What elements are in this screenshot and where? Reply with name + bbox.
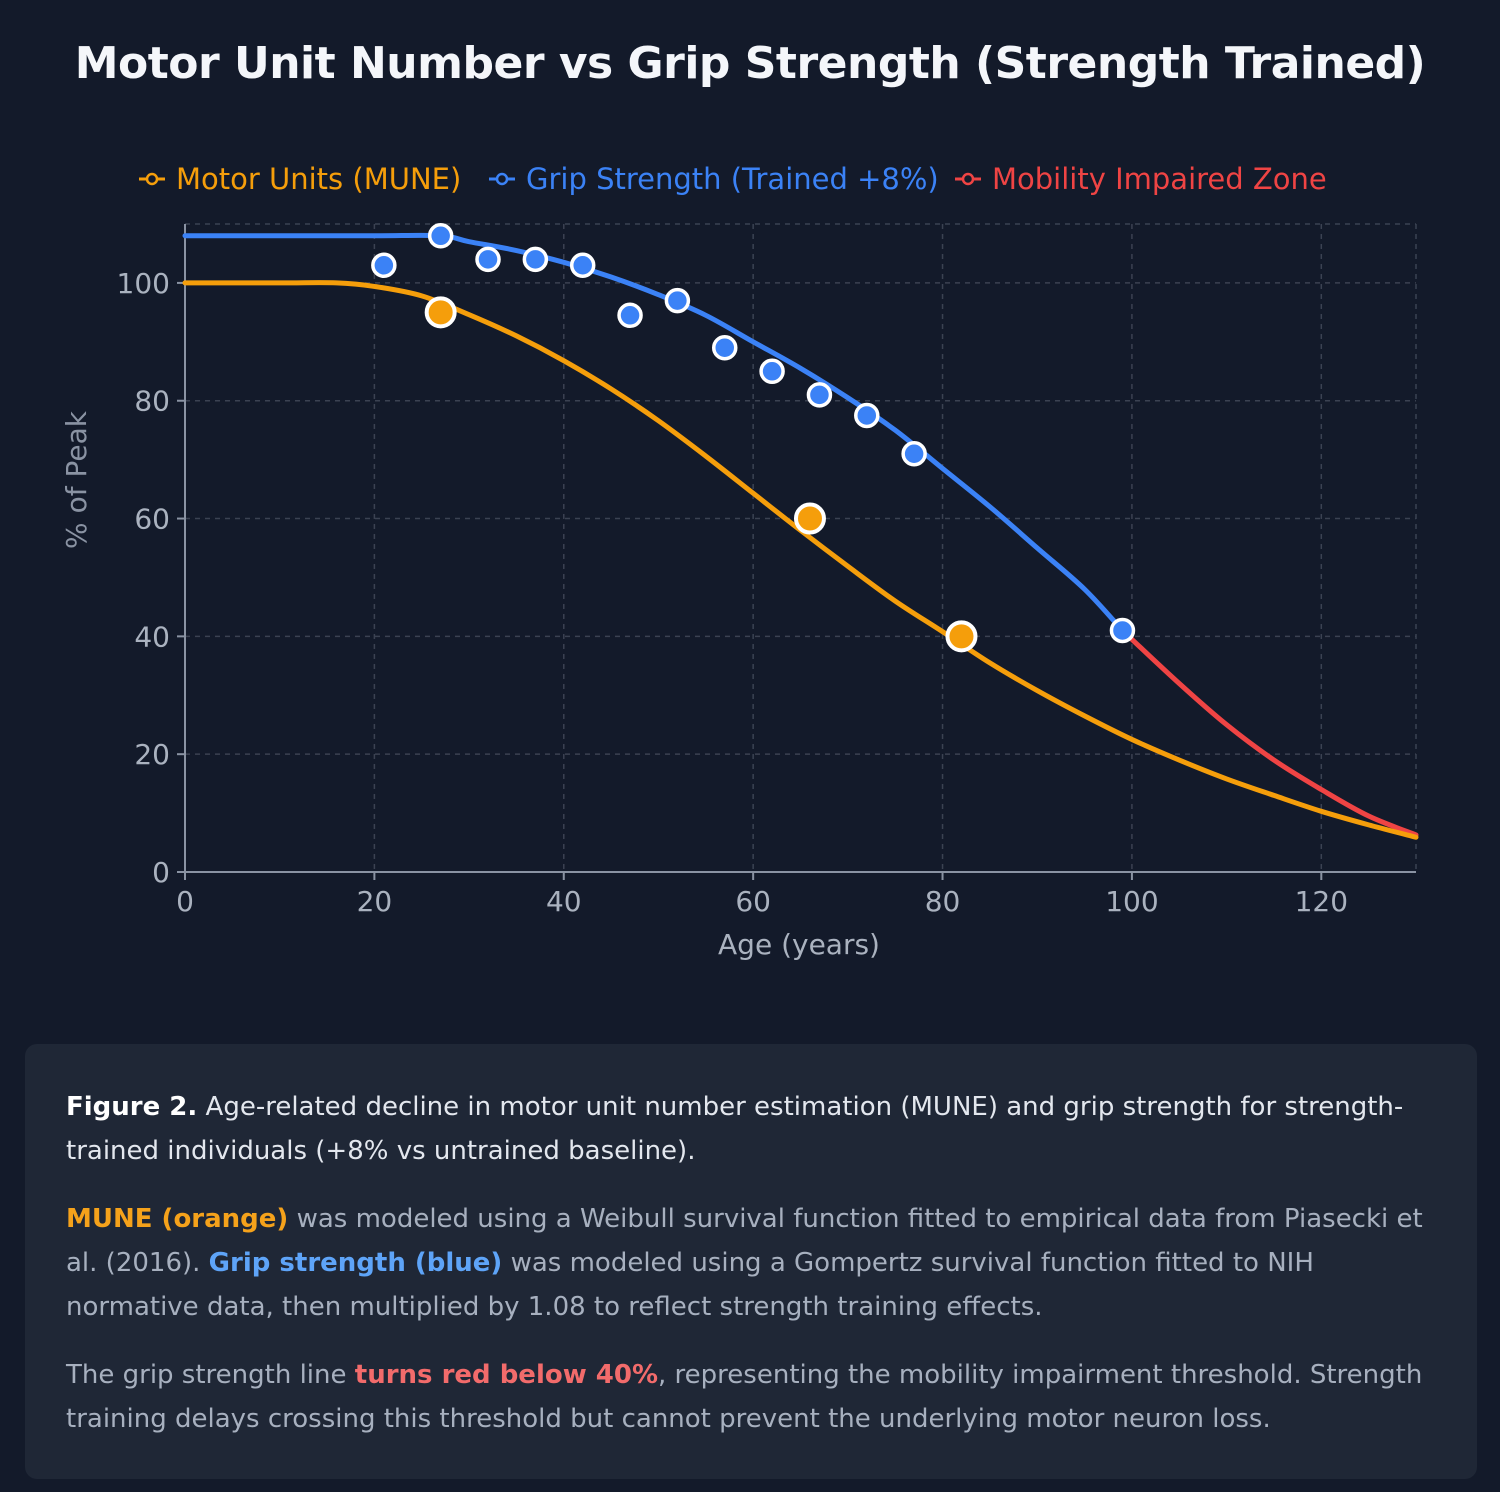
grip-point [617,302,643,329]
chart: Motor Units (MUNE) Grip Strength (Trained… [60,162,1419,961]
legend-item: Mobility Impaired Zone [955,162,1327,196]
x-tick-label: 0 [176,885,194,918]
legend-swatch-marker [495,172,509,186]
grip-text: was modeled using a Gompertz survival fu… [66,1248,1314,1322]
legend-label: Grip Strength (Trained +8%) [526,162,939,196]
axes: 0 20 40 60 80 100 120 0 20 40 60 80 100 [117,224,1416,918]
figure-label: Figure 2. [66,1092,198,1122]
grip-point [901,440,927,467]
y-tick-label: 0 [152,856,170,889]
legend-swatch-marker [961,172,975,186]
y-tick-label: 40 [134,620,170,653]
legend-label: Mobility Impaired Zone [992,162,1327,196]
mune-point [793,502,826,535]
grip-point [664,287,691,314]
mune-text: was modeled using a Weibull survival fun… [66,1204,1423,1278]
grip-point [371,252,397,278]
x-tick-label: 120 [1295,885,1348,918]
legend-item: Grip Strength (Trained +8%) [489,162,939,196]
caption-threshold: The grip strength line turns red below 4… [66,1353,1435,1441]
threshold-pre: The grip strength line [66,1360,355,1390]
grip-line [182,232,1125,633]
legend: Motor Units (MUNE) Grip Strength (Trained… [139,162,1327,196]
legend-label: Motor Units (MUNE) [176,162,461,196]
grip-point [1109,617,1136,644]
mune-point [424,296,457,329]
caption-lead: Figure 2. Age-related decline in motor u… [66,1085,1435,1173]
legend-swatch-marker [145,172,159,186]
legend-item: Motor Units (MUNE) [139,162,461,196]
grid [185,223,1417,872]
threshold-highlight: turns red below 40% [354,1360,659,1390]
x-tick-label: 40 [546,885,582,918]
mune-highlight: MUNE (orange) [66,1204,289,1234]
grip-point [759,358,785,385]
x-tick-label: 100 [1105,885,1158,918]
caption-methods: MUNE (orange) was modeled using a Weibul… [66,1197,1435,1329]
caption-panel: Figure 2. Age-related decline in motor u… [25,1044,1477,1479]
grip-point [427,223,454,249]
x-axis-label: Age (years) [718,928,880,961]
y-tick-label: 60 [134,503,170,536]
x-tick-label: 80 [925,885,961,918]
x-tick-label: 60 [735,885,771,918]
y-tick-label: 100 [117,267,170,300]
grip-point [475,246,501,273]
threshold-post: , representing the mobility impairment t… [66,1360,1423,1434]
grip-point [854,402,880,429]
grip-point [569,252,596,278]
y-axis-label: % of Peak [60,410,93,549]
chart-title: Motor Unit Number vs Grip Strength (Stre… [74,38,1426,89]
grip-point [711,334,738,361]
mune-line [182,280,1419,840]
series-points [371,223,1136,653]
y-tick-label: 80 [134,385,170,418]
grip-point [806,382,833,408]
x-tick-label: 20 [357,885,393,918]
series-lines [182,232,1419,840]
impaired-line [1119,627,1419,838]
grip-point [522,246,549,273]
mune-point [945,620,978,653]
y-tick-label: 20 [134,738,170,771]
caption-lead-text: Age-related decline in motor unit number… [66,1092,1404,1166]
grip-highlight: Grip strength (blue) [208,1248,503,1278]
